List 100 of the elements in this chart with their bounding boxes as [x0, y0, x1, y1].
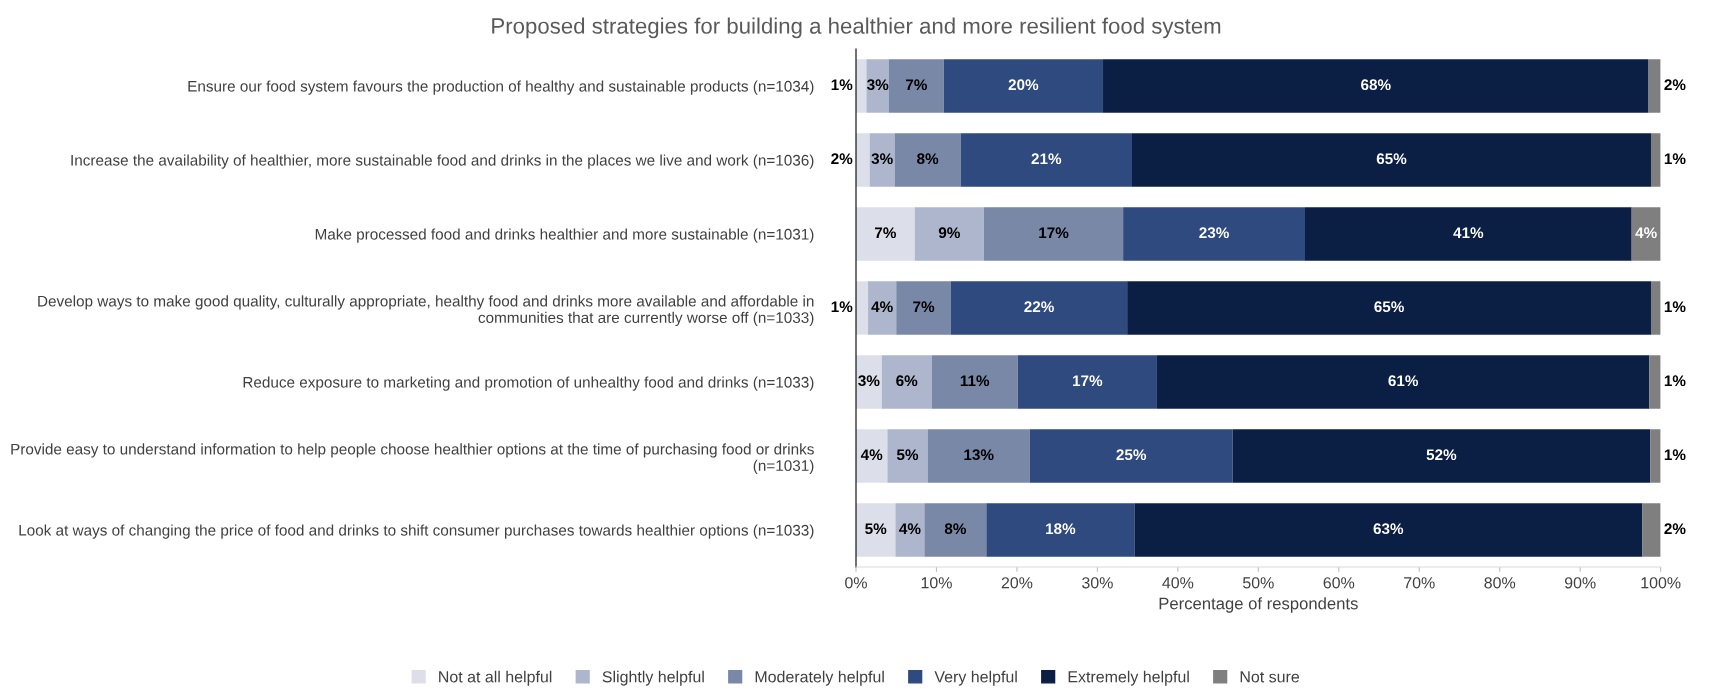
data-label: 4% [860, 449, 883, 461]
data-label: 2% [1664, 523, 1686, 535]
bar [950, 281, 1128, 335]
bar [856, 133, 870, 187]
bar [1232, 429, 1651, 483]
bar [856, 281, 869, 335]
data-label: 68% [1361, 79, 1391, 91]
bar [1131, 133, 1651, 187]
legend-label: Moderately helpful [755, 670, 884, 686]
bar [927, 429, 1030, 483]
data-label: 1% [1664, 301, 1686, 313]
bar [1650, 429, 1661, 483]
bar [1123, 207, 1305, 261]
bar [1650, 281, 1661, 335]
bar [887, 429, 928, 483]
data-label: 22% [1024, 301, 1054, 313]
data-label: 65% [1374, 301, 1404, 313]
y-tick-label: Increase the availability of healthier, more sustainable food and drinks in the places we live and work (n=1036) [71, 154, 814, 169]
data-label: 52% [1426, 449, 1457, 461]
bar [856, 355, 882, 409]
bar [1156, 355, 1650, 409]
bar [1134, 503, 1643, 557]
bar [960, 133, 1132, 187]
bar [868, 281, 897, 335]
data-label: 9% [938, 227, 960, 239]
x-tick-label: 20% [1001, 577, 1033, 589]
bar [896, 281, 951, 335]
data-label: 3% [858, 375, 880, 387]
data-label: 20% [1008, 79, 1039, 91]
data-label: 4% [1635, 227, 1657, 239]
bar [1304, 207, 1632, 261]
y-tick-label: Reduce exposure to marketing and promotion of unhealthy food and drinks (n=1033) [243, 376, 814, 391]
data-label: 1% [831, 79, 853, 91]
x-tick-label: 30% [1082, 577, 1113, 589]
data-label: 18% [1046, 523, 1076, 535]
data-label: 65% [1376, 153, 1407, 165]
data-label: 21% [1031, 153, 1062, 165]
bar [888, 59, 944, 113]
data-label: 1% [1664, 449, 1686, 461]
x-tick-label: 70% [1404, 577, 1435, 589]
data-label: 2% [1664, 79, 1686, 91]
legend-label: Not sure [1240, 671, 1300, 683]
data-label: 6% [896, 375, 918, 387]
bar [1631, 207, 1661, 261]
bar [869, 133, 895, 187]
bar [1642, 503, 1661, 557]
x-tick-label: 50% [1242, 577, 1274, 589]
legend-label: Slightly helpful [602, 670, 704, 686]
bar [856, 503, 896, 557]
bar [943, 59, 1104, 113]
x-tick-label: 0% [845, 577, 867, 589]
bar [894, 133, 961, 187]
bar [1127, 281, 1651, 335]
data-label: 13% [964, 449, 994, 461]
data-label: 7% [905, 79, 927, 91]
bar [881, 355, 932, 409]
data-label: 1% [831, 301, 853, 313]
bar [1017, 355, 1157, 409]
bar [986, 503, 1135, 557]
data-label: 23% [1199, 227, 1229, 239]
x-tick-label: 100% [1641, 577, 1681, 589]
bar [1103, 59, 1649, 113]
y-tick-label: Develop ways to make good quality, culturally appropriate, healthy food and drinks more available and affordable in communities that are currently worse off (n=1033) [38, 295, 814, 327]
data-label: 2% [831, 153, 853, 165]
x-tick-label: 10% [921, 577, 952, 589]
data-label: 61% [1388, 375, 1419, 387]
data-label: 5% [896, 449, 919, 461]
y-tick-label: Provide easy to understand information to help people choose healthier options at the time of purchasing food or drinks (n=1031) [11, 443, 814, 475]
data-label: 17% [1039, 227, 1069, 239]
bar [914, 207, 984, 261]
y-tick-label: Look at ways of changing the price of food and drinks to shift consumer purchases towards healthier options (n=1033) [19, 524, 814, 539]
bar [1648, 59, 1661, 113]
bar [1650, 133, 1661, 187]
data-label: 8% [944, 523, 967, 535]
bar [866, 59, 889, 113]
bar [856, 429, 888, 483]
data-label: 4% [899, 523, 921, 535]
data-label: 3% [867, 79, 889, 91]
x-tick-label: 80% [1484, 577, 1516, 589]
legend-label: Very helpful [934, 670, 1017, 686]
bar [924, 503, 987, 557]
x-tick-label: 60% [1323, 577, 1355, 589]
data-label: 3% [871, 153, 893, 165]
bar [895, 503, 925, 557]
y-tick-label: Make processed food and drinks healthier and more sustainable (n=1031) [315, 228, 814, 243]
bar [983, 207, 1124, 261]
y-tick-label: Ensure our food system favours the production of healthy and sustainable products (n=1034) [188, 80, 814, 95]
bar [1029, 429, 1233, 483]
x-axis-title: Percentage of respondents [1159, 597, 1358, 613]
x-tick-label: 40% [1162, 577, 1194, 589]
data-label: 63% [1373, 523, 1404, 535]
legend-label: Extremely helpful [1068, 670, 1189, 686]
data-label: 5% [865, 523, 887, 535]
data-label: 1% [1664, 153, 1686, 165]
bar [856, 207, 915, 261]
data-label: 11% [960, 375, 990, 387]
data-label: 4% [871, 301, 893, 313]
bar [1649, 355, 1661, 409]
chart-title: Proposed strategies for building a healthier and more resilient food system [492, 17, 1221, 39]
data-label: 1% [1664, 375, 1686, 387]
